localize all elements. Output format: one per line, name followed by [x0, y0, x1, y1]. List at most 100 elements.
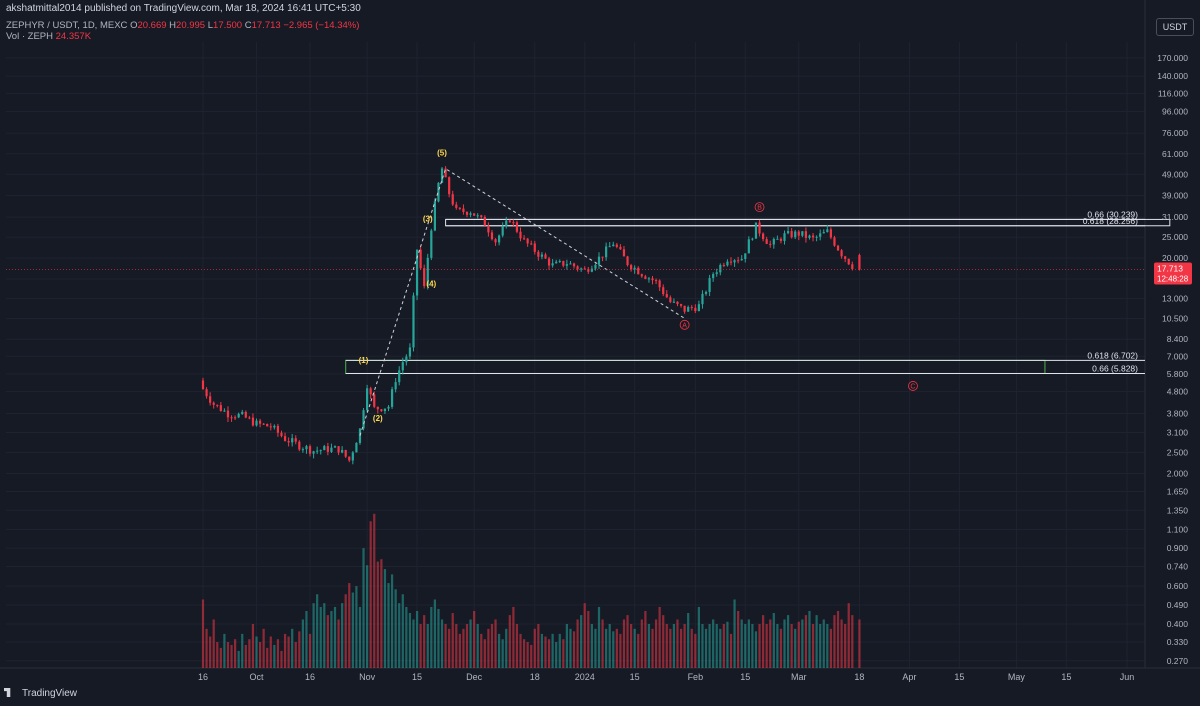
price-tick-label: 140.000	[1157, 71, 1188, 81]
time-tick-label: 18	[530, 672, 540, 682]
candle-body	[291, 438, 294, 443]
candle-body	[704, 291, 708, 294]
volume-bar	[266, 647, 269, 668]
ohlc-close: C17.713	[244, 20, 281, 31]
candle-body	[765, 239, 768, 244]
candle-body	[644, 276, 647, 279]
volume-bar	[715, 624, 718, 668]
volume-bar	[644, 610, 647, 668]
volume-bar	[622, 619, 626, 668]
candle-body	[583, 268, 586, 270]
volume-bar	[419, 624, 422, 668]
price-tick-label: 76.000	[1162, 128, 1188, 138]
candle-body	[316, 450, 319, 452]
volume-bar	[262, 628, 265, 668]
candle-body	[319, 450, 322, 452]
volume-bar	[783, 619, 786, 668]
candle-body	[597, 256, 601, 265]
volume-bar	[316, 594, 319, 668]
volume-bar	[722, 624, 725, 668]
price-tick-label: 1.650	[1167, 486, 1189, 496]
candle-body	[658, 280, 661, 288]
volume-bar	[205, 628, 208, 668]
volume-bar	[551, 633, 554, 668]
volume-bar	[833, 615, 836, 668]
candle-body	[362, 410, 365, 429]
volume-bar	[537, 624, 540, 668]
volume-bar	[544, 636, 547, 668]
candle-body	[679, 304, 683, 306]
time-tick-label: Feb	[688, 672, 704, 682]
candle-body	[726, 261, 729, 266]
volume-bar	[341, 603, 344, 668]
tradingview-logo-icon	[4, 688, 11, 697]
candle-body	[801, 231, 804, 236]
volume-bar	[662, 615, 665, 668]
candle-body	[747, 239, 750, 254]
price-tick-label: 4.800	[1167, 387, 1189, 397]
volume-bar	[308, 633, 312, 668]
candle-body	[230, 417, 233, 419]
candle-body	[551, 263, 554, 266]
candle-body	[473, 213, 476, 216]
volume-bar	[362, 548, 365, 668]
candle-body	[505, 220, 508, 227]
volume-bar	[383, 569, 387, 668]
candle-body	[790, 231, 793, 238]
volume-bar	[726, 621, 729, 668]
ohlc-open: O20.669	[130, 20, 167, 31]
candle-body	[694, 307, 697, 312]
candle-body	[209, 396, 212, 403]
volume-bar	[605, 628, 608, 668]
volume-bar	[794, 628, 797, 668]
time-tick-label: Oct	[250, 672, 265, 682]
candle-body	[440, 168, 444, 183]
volume-bar	[565, 624, 568, 668]
volume-bar	[498, 633, 501, 668]
candle-body	[737, 260, 740, 262]
candle-body	[690, 306, 693, 308]
price-tick-label: 0.400	[1167, 619, 1189, 629]
abc-label-circle	[679, 319, 690, 330]
symbol-name[interactable]: ZEPHYR / USDT, 1D, MEXC	[6, 20, 128, 31]
candle-body	[483, 217, 486, 226]
candle-body	[615, 244, 618, 247]
volume-bar	[840, 619, 843, 668]
volume-bar	[430, 606, 433, 668]
candle-body	[533, 243, 536, 252]
volume-bar	[209, 636, 212, 668]
ohlc-low: L17.500	[207, 20, 243, 31]
volume-bar	[729, 633, 733, 668]
candle-body	[633, 267, 636, 270]
volume-bar	[255, 636, 258, 668]
candle-body	[426, 257, 429, 287]
candle-body	[647, 278, 651, 280]
candle-body	[619, 246, 622, 250]
fib-boxes: 0.66 (30.239)0.618 (28.256) 0.618 (6.702)…	[345, 209, 1171, 374]
currency-button[interactable]: USDT	[1156, 18, 1194, 36]
volume-label: Vol · ZEPH	[6, 31, 53, 42]
wave-label: (3)	[423, 215, 433, 224]
volume-bar	[394, 589, 397, 668]
candle-body	[216, 404, 219, 406]
volume-bar	[451, 613, 454, 668]
tradingview-logo[interactable]: TradingView	[4, 688, 77, 699]
candle-body	[762, 233, 765, 240]
candle-body	[465, 211, 469, 215]
volume-bars	[201, 513, 861, 668]
candle-body	[330, 447, 333, 452]
volume-bar	[779, 628, 783, 668]
candle-body	[779, 238, 783, 241]
volume-bar	[651, 628, 654, 668]
candles	[201, 166, 861, 465]
candle-body	[729, 261, 733, 263]
candle-body	[237, 413, 240, 418]
candle-body	[501, 226, 504, 236]
candle-body	[487, 225, 490, 233]
volume-legend[interactable]: Vol · ZEPH 24.357K	[6, 31, 91, 42]
candle-body	[558, 260, 561, 262]
candle-body	[808, 235, 811, 238]
candle-body	[547, 258, 551, 266]
candle-body	[590, 268, 593, 272]
